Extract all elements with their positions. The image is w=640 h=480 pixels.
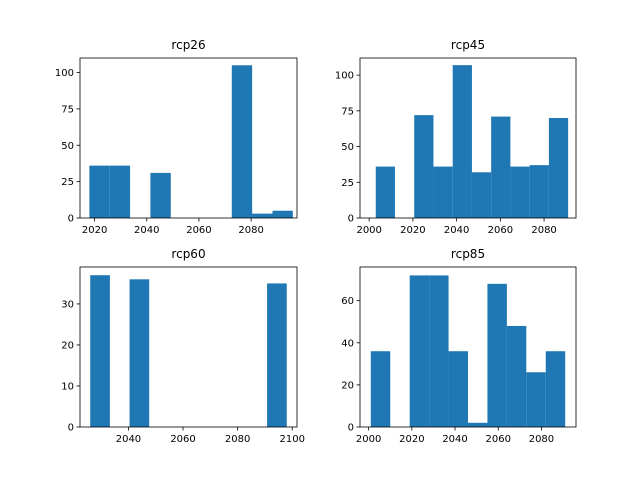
histogram-bar xyxy=(414,115,434,218)
panel-title: rcp60 xyxy=(171,247,205,261)
histogram-bar xyxy=(529,165,549,218)
histogram-bar xyxy=(272,210,293,218)
x-tick-label: 2020 xyxy=(82,225,107,236)
y-tick-label: 75 xyxy=(341,106,354,117)
histogram-bar xyxy=(506,325,527,427)
histogram-bar xyxy=(252,213,273,218)
histogram-bar xyxy=(231,65,253,218)
histogram-bar xyxy=(468,422,488,427)
x-tick-label: 2020 xyxy=(399,434,424,445)
x-tick-label: 2080 xyxy=(238,225,263,236)
histogram-bar xyxy=(471,172,492,218)
y-tick-label: 25 xyxy=(341,178,354,189)
axes-frame xyxy=(79,266,298,428)
histogram-bar xyxy=(429,275,449,427)
histogram-bar xyxy=(548,118,569,218)
panel-title: rcp26 xyxy=(171,38,205,52)
histogram-bar xyxy=(375,166,395,218)
x-tick-label: 2080 xyxy=(531,225,556,236)
x-tick-label: 2060 xyxy=(170,434,195,445)
x-tick-label: 2020 xyxy=(400,225,425,236)
y-tick-label: 20 xyxy=(61,340,74,351)
histogram-bar xyxy=(448,351,468,427)
histogram-bar xyxy=(90,275,110,427)
x-tick-label: 2060 xyxy=(186,225,211,236)
axes-frame xyxy=(359,57,577,219)
x-tick-label: 2060 xyxy=(488,225,513,236)
x-tick-label: 2040 xyxy=(116,434,141,445)
x-tick-label: 2040 xyxy=(134,225,159,236)
histogram-bar xyxy=(433,166,453,218)
y-tick-label: 25 xyxy=(61,177,74,188)
histogram-bar xyxy=(267,283,287,427)
y-tick-label: 50 xyxy=(341,142,354,153)
y-tick-label: 75 xyxy=(61,104,74,115)
y-tick-label: 0 xyxy=(348,423,354,434)
y-tick-label: 30 xyxy=(61,299,74,310)
histogram-bar xyxy=(491,116,511,218)
x-tick-label: 2000 xyxy=(356,434,381,445)
histogram-bar xyxy=(510,166,530,218)
y-tick-label: 0 xyxy=(68,214,74,225)
histogram-bar xyxy=(487,283,507,427)
axes-frame xyxy=(79,57,298,219)
x-tick-label: 2060 xyxy=(486,434,511,445)
histogram-bar xyxy=(409,275,430,427)
x-tick-label: 2040 xyxy=(444,225,469,236)
panel-rcp60: rcp60 2040 2060 2080 2100 0 10 20 30 xyxy=(61,247,305,445)
x-tick-label: 2080 xyxy=(529,434,554,445)
histogram-bar xyxy=(370,351,391,427)
y-tick-label: 100 xyxy=(335,71,354,82)
y-tick-label: 40 xyxy=(341,338,354,349)
histogram-bar xyxy=(109,165,131,218)
histogram-bar xyxy=(452,65,472,219)
histogram-bar xyxy=(129,279,150,427)
histogram-bar xyxy=(89,165,110,218)
y-tick-label: 60 xyxy=(341,296,354,307)
axes-frame xyxy=(359,266,577,428)
y-tick-label: 0 xyxy=(348,214,354,225)
y-tick-label: 0 xyxy=(68,423,74,434)
panel-title: rcp85 xyxy=(451,247,485,261)
y-tick-label: 100 xyxy=(55,68,74,79)
x-tick-label: 2000 xyxy=(356,225,381,236)
y-tick-label: 20 xyxy=(341,380,354,391)
histogram-bar xyxy=(150,172,171,218)
histogram-bar xyxy=(526,372,546,427)
panel-title: rcp45 xyxy=(451,38,485,52)
x-tick-label: 2040 xyxy=(442,434,467,445)
panel-rcp45: rcp45 2000 2020 2040 2060 2080 0 25 50 75 100 xyxy=(335,38,577,236)
histogram-bar xyxy=(545,351,566,427)
x-tick-label: 2100 xyxy=(279,434,304,445)
y-tick-label: 10 xyxy=(61,381,74,392)
panel-rcp26: rcp26 2020 2040 2060 2080 0 25 50 75 100 xyxy=(55,38,298,236)
y-tick-label: 50 xyxy=(61,141,74,152)
x-tick-label: 2080 xyxy=(225,434,250,445)
